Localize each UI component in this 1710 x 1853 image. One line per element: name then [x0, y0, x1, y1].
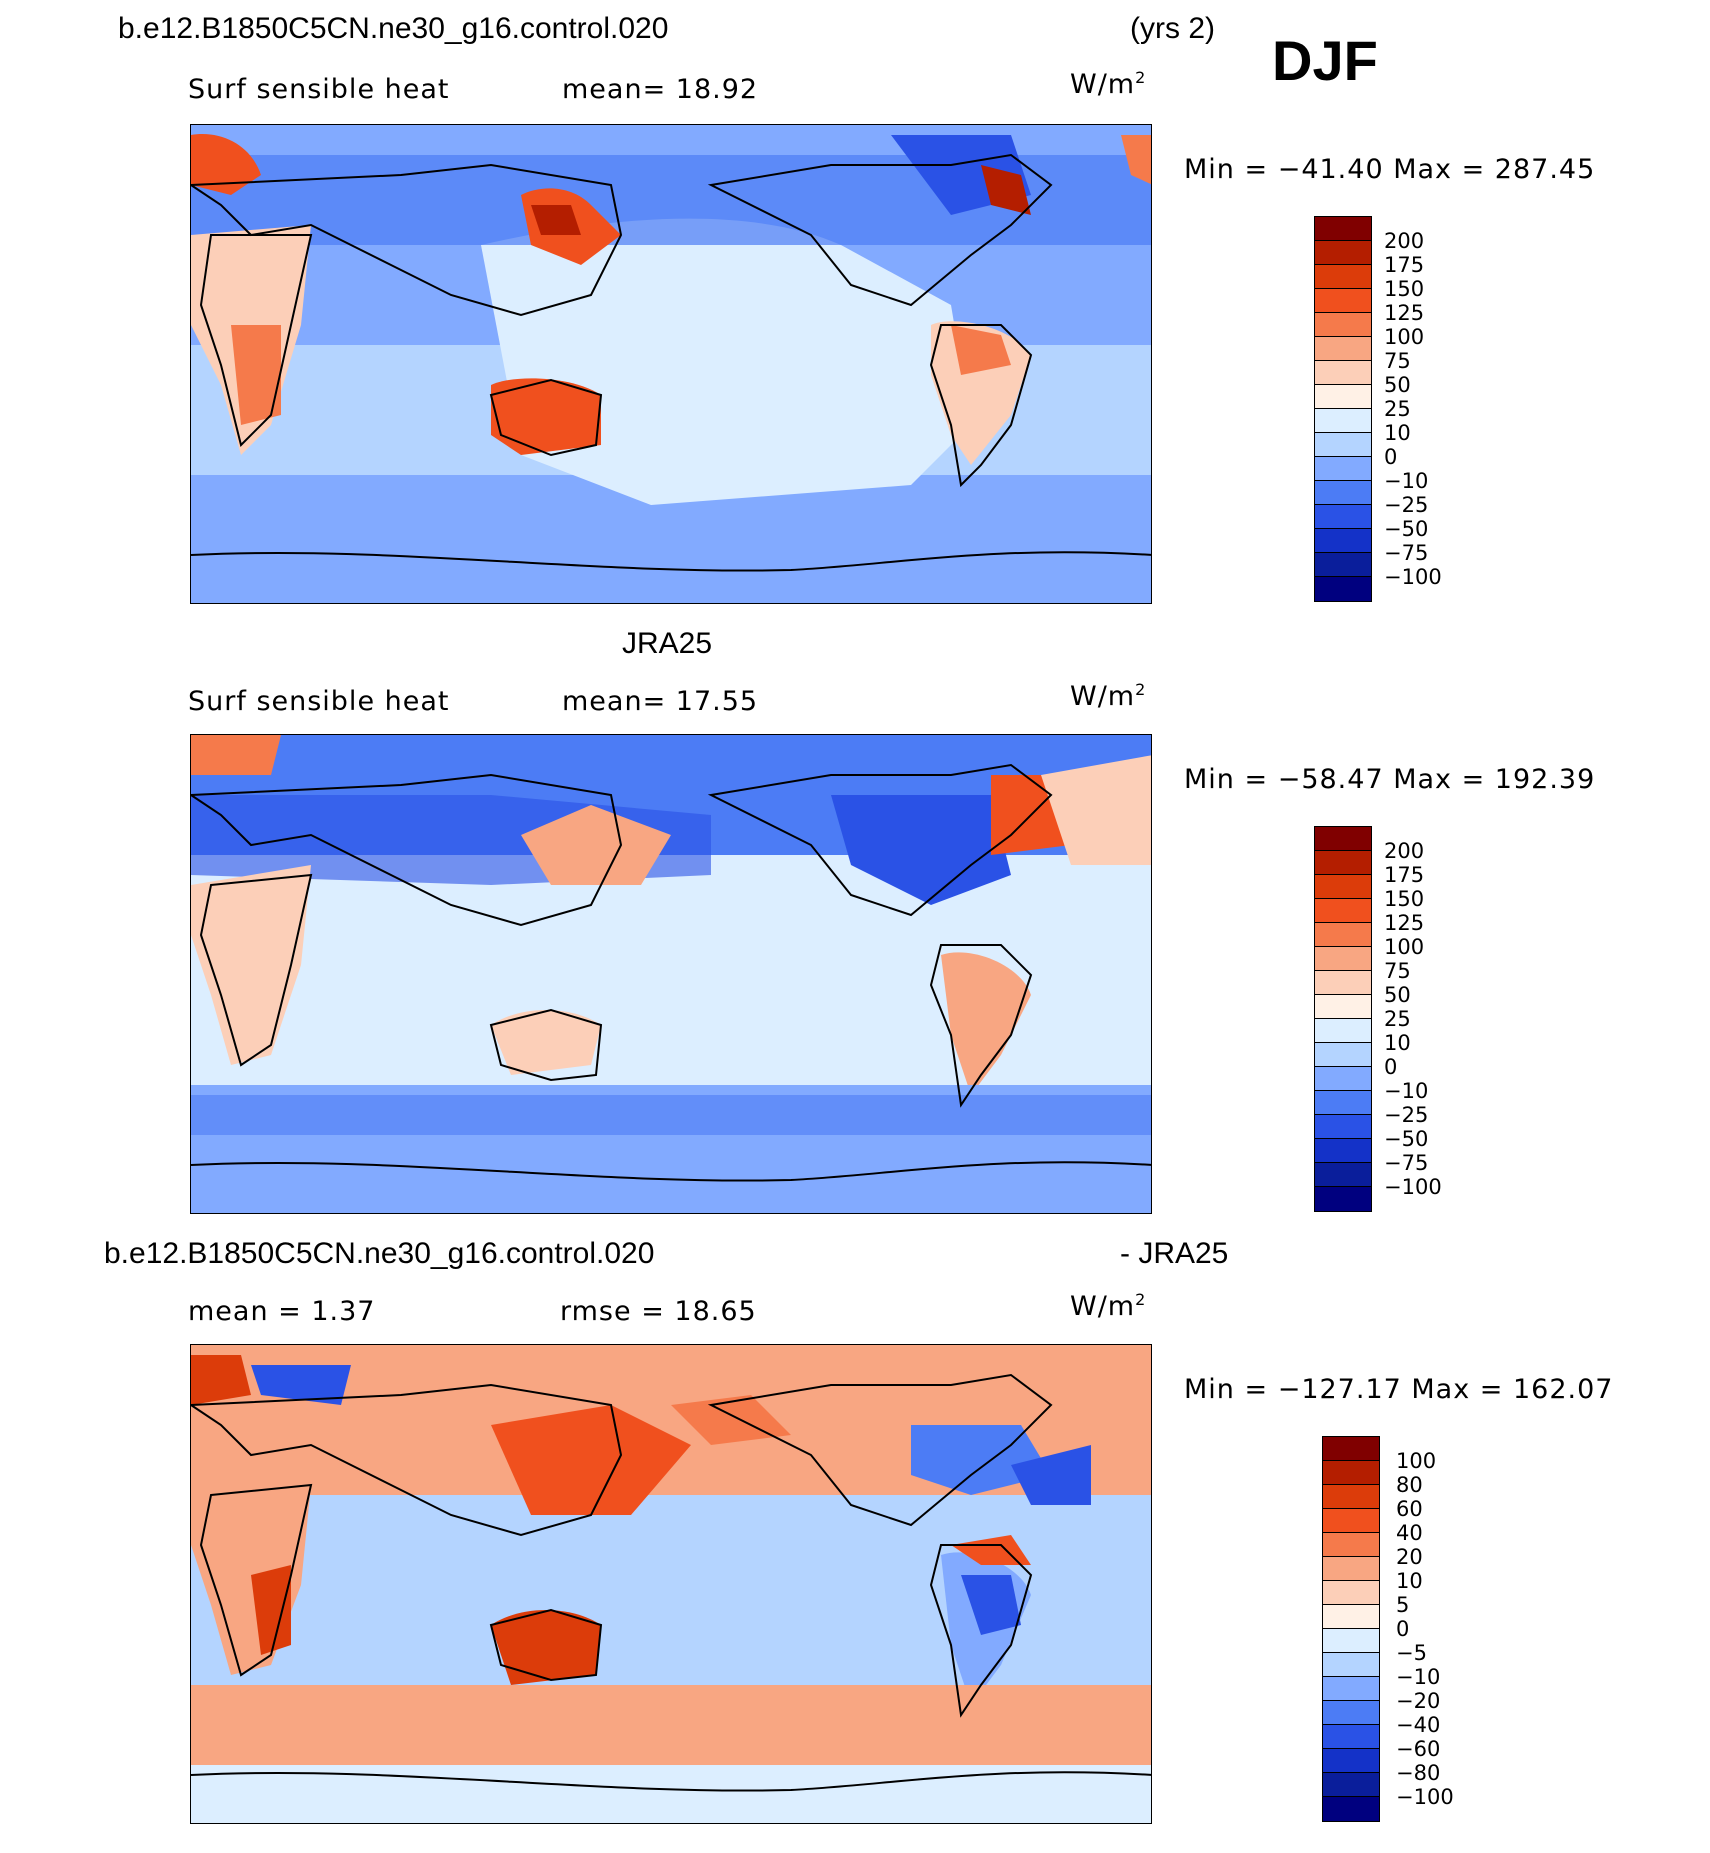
panel3-tick: −20	[1396, 1689, 1441, 1713]
panel1-tick: 10	[1384, 421, 1411, 445]
panel3-tick: −40	[1396, 1713, 1441, 1737]
panel2-title: JRA25	[622, 627, 713, 660]
years-label: (yrs 2)	[1130, 12, 1215, 45]
panel1-tick: −100	[1384, 565, 1442, 589]
panel1-tick: 75	[1384, 349, 1411, 373]
panel3-tick: −5	[1396, 1641, 1427, 1665]
panel3-tick: −60	[1396, 1737, 1441, 1761]
panel2-tick: −25	[1384, 1103, 1429, 1127]
panel1-mean: mean= 18.92	[562, 74, 759, 105]
panel3-tick: 0	[1396, 1617, 1410, 1641]
panel2-minmax: Min = −58.47 Max = 192.39	[1184, 764, 1596, 795]
panel2-tick: −75	[1384, 1151, 1429, 1175]
panel1-tick: 100	[1384, 325, 1425, 349]
panel2-variable: Surf sensible heat	[188, 686, 450, 717]
panel3-tick: −10	[1396, 1665, 1441, 1689]
panel2-tick: −100	[1384, 1175, 1442, 1199]
panel3-title-right: - JRA25	[1120, 1237, 1229, 1270]
panel2-tick: 150	[1384, 887, 1425, 911]
panel3-tick: 80	[1396, 1473, 1423, 1497]
panel1-tick: −10	[1384, 469, 1429, 493]
panel1-tick: 175	[1384, 253, 1425, 277]
panel3-tick: −100	[1396, 1785, 1454, 1809]
panel2-tick: 50	[1384, 983, 1411, 1007]
panel3-mean: mean = 1.37	[188, 1296, 376, 1327]
panel2-tick: 75	[1384, 959, 1411, 983]
panel2-tick: 25	[1384, 1007, 1411, 1031]
panel1-variable: Surf sensible heat	[188, 74, 450, 105]
season-label: DJF	[1272, 29, 1378, 92]
panel3-units: W/m2	[1070, 1290, 1147, 1322]
case-title: b.e12.B1850C5CN.ne30_g16.control.020	[118, 12, 669, 45]
panel1-tick: 150	[1384, 277, 1425, 301]
panel2-tick: 100	[1384, 935, 1425, 959]
panel3-minmax: Min = −127.17 Max = 162.07	[1184, 1374, 1614, 1405]
panel1-tick: 50	[1384, 373, 1411, 397]
panel3-tick: 100	[1396, 1449, 1437, 1473]
panel3-title: b.e12.B1850C5CN.ne30_g16.control.020	[104, 1237, 655, 1270]
panel1-tick: 200	[1384, 229, 1425, 253]
panel3-map	[190, 1344, 1152, 1824]
panel1-colorbar	[1314, 216, 1372, 602]
panel1-tick: −50	[1384, 517, 1429, 541]
panel2-tick: 0	[1384, 1055, 1398, 1079]
panel1-tick: 25	[1384, 397, 1411, 421]
panel3-tick: 40	[1396, 1521, 1423, 1545]
panel3-tick: 10	[1396, 1569, 1423, 1593]
panel3-colorbar	[1322, 1436, 1380, 1822]
panel3-tick: 60	[1396, 1497, 1423, 1521]
panel2-tick: 10	[1384, 1031, 1411, 1055]
panel2-map	[190, 734, 1152, 1214]
panel2-tick: 175	[1384, 863, 1425, 887]
panel2-tick: 125	[1384, 911, 1425, 935]
panel3-tick: −80	[1396, 1761, 1441, 1785]
panel1-units: W/m2	[1070, 68, 1147, 100]
panel3-tick: 5	[1396, 1593, 1410, 1617]
panel1-minmax: Min = −41.40 Max = 287.45	[1184, 154, 1596, 185]
panel1-tick: −25	[1384, 493, 1429, 517]
panel2-tick: −50	[1384, 1127, 1429, 1151]
panel3-rmse: rmse = 18.65	[560, 1296, 757, 1327]
panel2-colorbar	[1314, 826, 1372, 1212]
panel3-tick: 20	[1396, 1545, 1423, 1569]
panel1-tick: −75	[1384, 541, 1429, 565]
panel1-tick: 125	[1384, 301, 1425, 325]
panel1-tick: 0	[1384, 445, 1398, 469]
panel2-tick: −10	[1384, 1079, 1429, 1103]
panel1-map	[190, 124, 1152, 604]
panel2-tick: 200	[1384, 839, 1425, 863]
panel2-mean: mean= 17.55	[562, 686, 759, 717]
panel2-units: W/m2	[1070, 680, 1147, 712]
